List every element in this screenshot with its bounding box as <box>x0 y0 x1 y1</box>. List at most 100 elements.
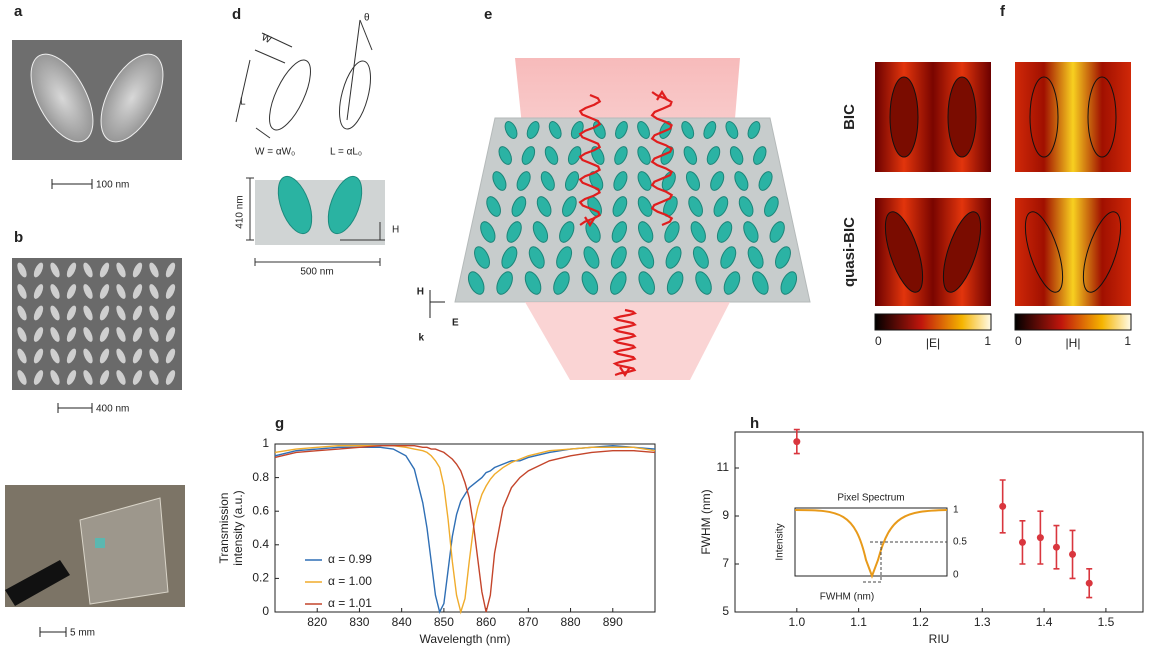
meta-atom <box>501 246 518 269</box>
meta-atom <box>637 221 654 243</box>
sem-particle <box>165 262 176 278</box>
meta-atom <box>685 171 701 191</box>
meta-atom <box>613 171 628 191</box>
meta-atom <box>486 196 501 217</box>
meta-atom <box>536 196 552 217</box>
inset-tick: 0 <box>953 570 959 581</box>
sem-particle <box>99 305 110 321</box>
meta-atom <box>637 146 651 165</box>
meta-atom <box>716 221 733 243</box>
sem-particle <box>50 305 60 321</box>
meta-atom <box>747 246 764 269</box>
sem-image <box>12 40 182 160</box>
sem-particle <box>149 327 159 342</box>
legend-label: α = 1.00 <box>328 574 372 588</box>
meta-atom <box>521 146 536 165</box>
meta-atom <box>734 171 749 191</box>
inset-tick: 1 <box>953 505 959 516</box>
y-tick-label: 7 <box>722 556 729 570</box>
sem-particle <box>33 262 44 278</box>
arrow-head <box>619 366 631 378</box>
photo <box>5 485 185 607</box>
y-tick-label: 5 <box>722 604 729 618</box>
meta-atom <box>681 121 695 139</box>
sem-particle <box>132 327 143 342</box>
inset-xlabel: FWHM (nm) <box>820 592 874 603</box>
label: H <box>392 225 399 236</box>
x-tick-label: 1.1 <box>850 615 867 629</box>
sem-particle <box>83 327 93 342</box>
data-point <box>1052 543 1060 551</box>
meta-atom <box>738 196 754 217</box>
meta-atom <box>610 271 627 295</box>
meta-atom <box>729 146 744 165</box>
arrow-head <box>656 89 668 101</box>
colorbar-min: 0 <box>1015 334 1022 348</box>
meta-atom <box>564 171 580 191</box>
x-tick-label: 830 <box>349 615 369 629</box>
meta-atom <box>710 171 725 191</box>
sem-particle <box>99 348 110 364</box>
meta-atom <box>611 221 628 243</box>
sem-particle <box>149 262 159 278</box>
meta-atom <box>637 196 653 217</box>
meta-atom <box>612 196 628 217</box>
field-maps <box>874 62 1132 331</box>
meta-atom <box>723 271 741 295</box>
x-tick-label: 1.0 <box>788 615 805 629</box>
sem-particle <box>83 262 93 278</box>
meta-atom <box>692 246 709 269</box>
arrow-head <box>584 216 596 228</box>
inset <box>794 507 948 583</box>
panel-label: h <box>750 415 759 432</box>
meta-atom <box>638 246 655 269</box>
plot-frame <box>274 443 656 613</box>
sem-particle <box>83 284 93 299</box>
meta-atom <box>526 121 540 139</box>
x-tick-label: 1.4 <box>1036 615 1053 629</box>
meta-atom <box>683 146 698 165</box>
label: L <box>240 97 246 108</box>
sem-particle <box>116 305 126 321</box>
y-tick-label: 11 <box>717 460 730 474</box>
data-point <box>1069 550 1077 558</box>
x-tick-label: 890 <box>603 615 623 629</box>
inset-title: Pixel Spectrum <box>837 493 904 504</box>
meta-atom <box>769 221 785 243</box>
sem-particle <box>132 284 143 299</box>
y-axis-label: Transmission <box>217 493 231 564</box>
sem-particle <box>17 284 27 299</box>
meta-atom <box>688 196 703 217</box>
meta-atom <box>474 246 490 269</box>
colorbar-min: 0 <box>875 334 882 348</box>
sem-particle <box>165 305 176 321</box>
sem-particle <box>132 305 143 321</box>
sem-particle <box>99 284 110 299</box>
sem-particle <box>165 370 176 385</box>
panel-label: f <box>1000 3 1006 20</box>
sem-particle <box>149 284 159 299</box>
meta-atom <box>725 121 739 139</box>
x-tick-label: 1.2 <box>912 615 929 629</box>
meta-atom <box>610 246 627 269</box>
label: 500 nm <box>300 267 333 278</box>
light-wave <box>612 308 637 377</box>
sem-particle <box>116 262 126 278</box>
meta-atom <box>764 196 779 217</box>
meta-atom <box>780 271 798 295</box>
meta-atom <box>775 246 791 269</box>
sem-particle <box>50 327 60 342</box>
meta-atom <box>467 271 485 295</box>
sem-particle <box>99 262 110 278</box>
label: L = αL₀ <box>330 147 362 158</box>
row-label: quasi-BIC <box>841 217 858 287</box>
sem-particle <box>132 370 143 385</box>
sem-array <box>12 258 182 390</box>
sem-particle <box>83 370 93 385</box>
sem-particle <box>66 284 77 299</box>
panel-label: d <box>232 6 241 23</box>
data-point <box>1036 534 1044 542</box>
meta-atom <box>516 171 531 191</box>
meta-atom <box>540 171 555 191</box>
